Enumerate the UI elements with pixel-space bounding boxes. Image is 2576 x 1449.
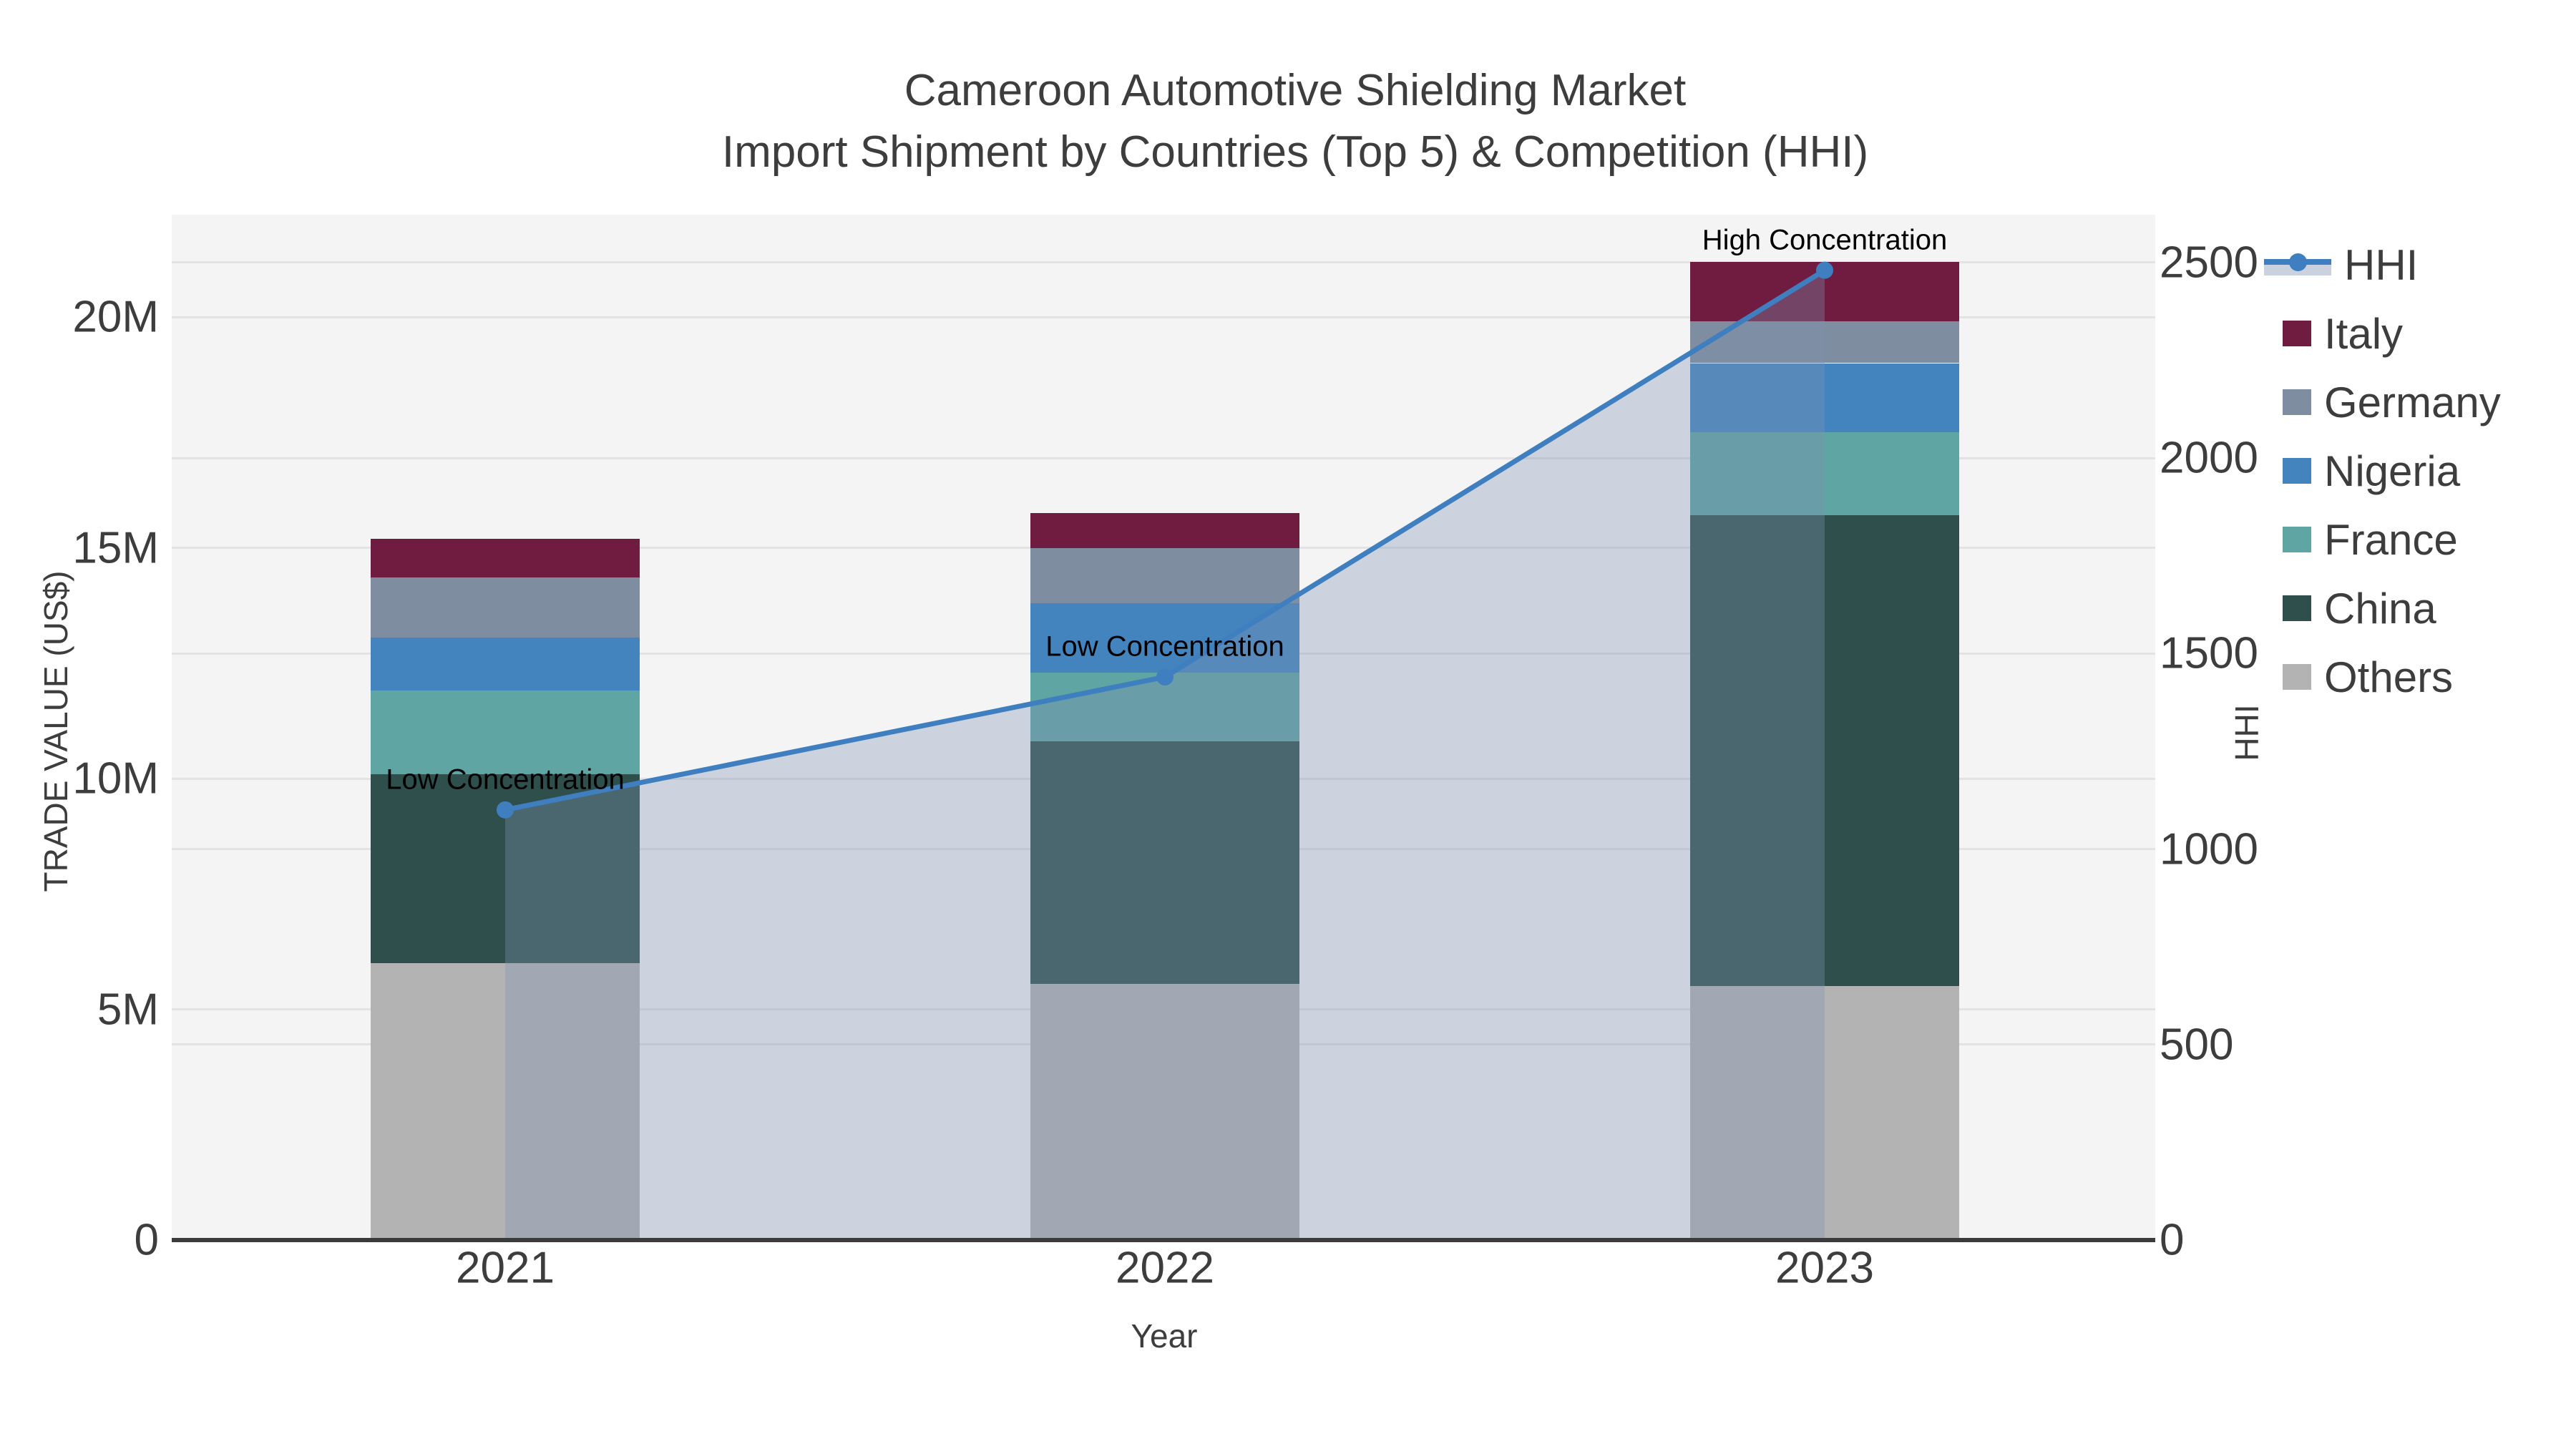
bar-segment-germany-2021[interactable] xyxy=(371,577,640,638)
x-tick-2022: 2022 xyxy=(1116,1243,1214,1293)
chart-title: Cameroon Automotive Shielding Market Imp… xyxy=(722,60,1868,183)
annotation-2022: Low Concentration xyxy=(1045,630,1284,663)
right-tick-2000: 2000 xyxy=(2160,433,2258,483)
bar-segment-nigeria-2023[interactable] xyxy=(1690,363,1959,433)
bar-segment-others-2023[interactable] xyxy=(1690,986,1959,1240)
hhi-marker-2023[interactable] xyxy=(1816,261,1833,279)
x-axis-line xyxy=(172,1238,2155,1242)
hhi-marker-2021[interactable] xyxy=(497,801,514,819)
left-axis-title: TRADE VALUE (US$) xyxy=(37,570,74,892)
legend-item-italy[interactable]: Italy xyxy=(2264,299,2501,368)
legend-label: Nigeria xyxy=(2324,447,2461,495)
legend-color-swatch-icon xyxy=(2283,321,2311,346)
chart-title-line2: Import Shipment by Countries (Top 5) & C… xyxy=(721,127,1869,177)
bar-segment-italy-2022[interactable] xyxy=(1030,513,1299,548)
legend-item-france[interactable]: France xyxy=(2264,505,2501,574)
right-axis-title: HHI xyxy=(2228,704,2265,761)
annotation-2021: Low Concentration xyxy=(386,763,625,796)
left-tick-20M: 20M xyxy=(72,292,159,342)
legend-color-swatch-icon xyxy=(2283,458,2311,484)
legend-label: Germany xyxy=(2324,378,2501,426)
x-tick-2021: 2021 xyxy=(456,1243,555,1293)
legend-color-swatch-icon xyxy=(2283,389,2311,415)
chart-title-line1: Cameroon Automotive Shielding Market xyxy=(904,66,1687,115)
legend-label: HHI xyxy=(2344,240,2419,289)
hhi-area-fill xyxy=(505,270,1825,1241)
left-tick-10M: 10M xyxy=(72,753,159,804)
bar-segment-france-2023[interactable] xyxy=(1690,432,1959,516)
bar-segment-china-2022[interactable] xyxy=(1030,741,1299,985)
bar-segment-nigeria-2021[interactable] xyxy=(371,638,640,691)
legend-line-swatch-icon xyxy=(2264,250,2331,279)
bar-segment-others-2022[interactable] xyxy=(1030,984,1299,1240)
legend-item-germany[interactable]: Germany xyxy=(2264,368,2501,436)
right-tick-500: 500 xyxy=(2160,1020,2234,1070)
bar-segment-italy-2021[interactable] xyxy=(371,538,640,578)
left-tick-5M: 5M xyxy=(97,985,159,1034)
legend-label: France xyxy=(2324,515,2458,564)
bar-segment-germany-2022[interactable] xyxy=(1030,547,1299,603)
right-tick-0: 0 xyxy=(2160,1215,2185,1265)
legend-item-nigeria[interactable]: Nigeria xyxy=(2264,436,2501,505)
legend-item-china[interactable]: China xyxy=(2264,574,2501,643)
left-tick-15M: 15M xyxy=(72,523,159,572)
legend-line-swatch-dot xyxy=(2289,253,2307,271)
legend: HHI Italy Germany Nigeria France China Others xyxy=(2264,230,2501,711)
legend-label: Others xyxy=(2324,653,2454,701)
bar-segment-germany-2023[interactable] xyxy=(1690,321,1959,364)
right-tick-2500: 2500 xyxy=(2160,238,2258,288)
legend-label: Italy xyxy=(2324,309,2404,358)
right-tick-1000: 1000 xyxy=(2160,824,2258,874)
bar-segment-others-2021[interactable] xyxy=(371,963,640,1240)
plot-area: Low Concentration Low Concentration High C… xyxy=(172,215,2155,1241)
legend-color-swatch-icon xyxy=(2283,527,2311,552)
legend-label: China xyxy=(2324,584,2436,633)
legend-color-swatch-icon xyxy=(2283,595,2311,621)
right-tick-1500: 1500 xyxy=(2160,628,2258,678)
left-tick-0: 0 xyxy=(134,1215,159,1265)
legend-item-hhi[interactable]: HHI xyxy=(2264,230,2501,299)
legend-color-swatch-icon xyxy=(2283,664,2311,690)
gridline-trade-20M xyxy=(172,316,2155,318)
hhi-line-layer xyxy=(497,261,1833,1241)
x-tick-2023: 2023 xyxy=(1775,1243,1874,1293)
bar-segment-france-2021[interactable] xyxy=(371,691,640,774)
gridline-hhi-2500 xyxy=(172,261,2155,264)
annotation-2023: High Concentration xyxy=(1702,224,1948,256)
gridline-hhi-2000 xyxy=(172,457,2155,459)
bar-segment-nigeria-2022[interactable] xyxy=(1030,602,1299,673)
hhi-marker-2022[interactable] xyxy=(1156,668,1174,686)
legend-item-others[interactable]: Others xyxy=(2264,643,2501,711)
x-axis-title: Year xyxy=(1131,1317,1198,1355)
bar-segment-china-2023[interactable] xyxy=(1690,515,1959,987)
